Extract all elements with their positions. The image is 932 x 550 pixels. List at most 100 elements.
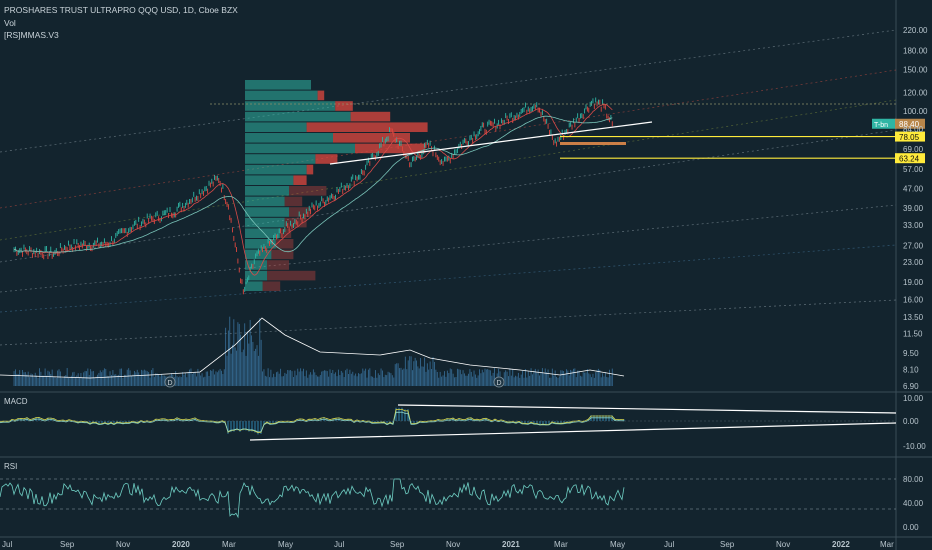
level-label-1: 63.24 <box>899 154 920 163</box>
rsi-tick-label: 0.00 <box>903 523 919 532</box>
price-tick-label: 16.00 <box>903 296 924 305</box>
volume-profile-up-bar <box>245 122 307 132</box>
x-tick-label: Sep <box>60 540 75 549</box>
x-tick-label: May <box>278 540 293 549</box>
x-tick-label: 2021 <box>502 540 520 549</box>
volume-profile-down-bar <box>293 175 307 185</box>
event-marker-label-0: D <box>168 380 173 387</box>
price-tag-prefix: T-bn <box>874 122 888 129</box>
indicator-label: [RS]MMAS.V3 <box>4 30 59 40</box>
price-tick-label: 13.50 <box>903 313 924 322</box>
volume-profile-down-bar <box>280 228 292 238</box>
price-tick-label: 8.10 <box>903 366 919 375</box>
rsi-line <box>0 478 625 519</box>
x-tick-label: Jul <box>664 540 674 549</box>
price-tick-label: 19.00 <box>903 278 924 287</box>
x-tick-label: Jul <box>2 540 12 549</box>
volume-profile-up-bar <box>245 239 276 249</box>
volume-profile-down-bar <box>317 90 325 101</box>
rsi-tick-label: 40.00 <box>903 499 924 508</box>
macd-signal-line <box>0 408 625 434</box>
volume-profile-up-bar <box>245 260 267 270</box>
level-label-0: 78.05 <box>899 133 920 142</box>
volume-profile-up-bar <box>245 143 355 154</box>
volume-profile-up-bar <box>245 101 336 111</box>
price-tick-label: 23.00 <box>903 258 924 267</box>
rsi-pane-label: RSI <box>4 462 18 471</box>
price-tag-value: 88.40 <box>899 120 920 129</box>
x-tick-label: Mar <box>880 540 894 549</box>
channel-line <box>0 99 897 241</box>
volume-profile-up-bar <box>245 249 272 260</box>
volume-profile-down-bar <box>315 154 338 164</box>
price-tick-label: 6.90 <box>903 382 919 391</box>
x-tick-label: Jul <box>334 540 344 549</box>
volume-profile-down-bar <box>267 270 316 281</box>
rsi-tick-label: 80.00 <box>903 475 924 484</box>
volume-profile-up-bar <box>245 207 289 217</box>
macd-line <box>0 411 625 433</box>
volume-profile-up-bar <box>245 80 311 90</box>
price-tick-label: 120.00 <box>903 88 928 97</box>
x-tick-label: Sep <box>390 540 405 549</box>
volume-label: Vol <box>4 18 16 28</box>
price-tick-label: 39.00 <box>903 204 924 213</box>
price-tick-label: 84.00 <box>903 125 924 134</box>
volume-profile-down-bar <box>350 111 391 122</box>
price-tick-label: 150.00 <box>903 65 928 74</box>
moving-average-slow <box>14 115 613 253</box>
price-tag-box <box>895 118 925 129</box>
macd-pane-label: MACD <box>4 397 28 406</box>
volume-profile-up-bar <box>245 133 333 143</box>
volume-profile-up-bar <box>245 270 267 281</box>
volume-profile-up-bar <box>245 90 318 101</box>
price-tag-prefix-box <box>872 118 896 129</box>
volume-profile-down-bar <box>284 196 303 207</box>
volume-profile-up-bar <box>245 228 281 238</box>
volume-profile-up-bar <box>245 154 316 164</box>
price-tick-label: 27.00 <box>903 242 924 251</box>
channel-line <box>0 129 897 263</box>
price-tick-label: 33.00 <box>903 221 924 230</box>
highlight-zone <box>560 142 626 145</box>
volume-profile-down-bar <box>289 207 311 217</box>
price-tick-label: 11.50 <box>903 329 923 338</box>
volume-profile-up-bar <box>245 111 351 122</box>
moving-average-fast <box>14 103 613 276</box>
event-marker-0 <box>164 376 176 388</box>
level-tag-1 <box>895 153 925 164</box>
volume-profile-down-bar <box>306 164 314 175</box>
macd-lower-trend-line <box>249 422 897 441</box>
channel-line <box>0 29 897 153</box>
macd-tick-label: -10.00 <box>903 442 926 451</box>
price-tick-label: 9.50 <box>903 349 919 358</box>
price-tick-label: 100.00 <box>903 107 928 116</box>
x-tick-label: 2020 <box>172 540 190 549</box>
macd-tick-label: 10.00 <box>903 394 924 403</box>
volume-profile-up-bar <box>245 281 263 291</box>
x-tick-label: Mar <box>222 540 236 549</box>
volume-profile-down-bar <box>335 101 353 111</box>
volume-profile-up-bar <box>245 186 289 196</box>
x-tick-label: Mar <box>554 540 568 549</box>
event-marker-label-1: D <box>497 380 502 387</box>
price-tick-label: 57.00 <box>903 165 924 174</box>
price-tick-label: 69.00 <box>903 145 924 154</box>
volume-profile-down-bar <box>275 239 294 249</box>
volume-profile-down-bar <box>262 281 281 291</box>
x-tick-label: Nov <box>116 540 130 549</box>
volume-profile-down-bar <box>306 122 428 132</box>
chart-title: PROSHARES TRUST ULTRAPRO QQQ USD, 1D, Cb… <box>4 5 238 15</box>
volume-profile-down-bar <box>284 217 307 228</box>
level-tag-0 <box>895 131 925 142</box>
channel-line <box>0 244 897 313</box>
price-tick-label: 180.00 <box>903 47 928 56</box>
x-tick-label: 2022 <box>832 540 850 549</box>
x-tick-label: Nov <box>446 540 460 549</box>
x-tick-label: May <box>610 540 625 549</box>
channel-line <box>0 299 897 346</box>
volume-profile-down-bar <box>271 249 294 260</box>
channel-line <box>0 69 897 209</box>
volume-profile-up-bar <box>245 196 285 207</box>
